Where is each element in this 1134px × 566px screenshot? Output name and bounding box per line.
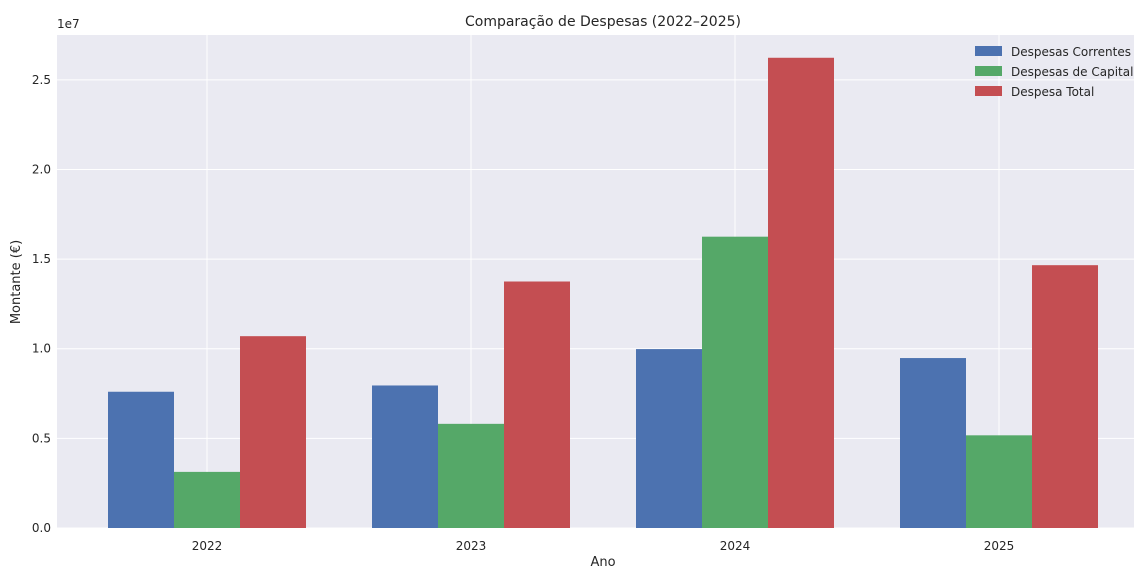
y-tick-label: 1.5 [32,252,51,266]
legend-swatch [975,46,1002,56]
y-tick-label: 0.0 [32,521,51,535]
y-tick-label: 1.0 [32,342,51,356]
chart-title: Comparação de Despesas (2022–2025) [465,14,741,30]
x-tick-label: 2024 [720,539,751,553]
y-tick-labels: 0.0 0.5 1.0 1.5 2.0 2.5 [32,73,51,535]
x-tick-label: 2025 [984,539,1015,553]
bar-despesas-de-capital-2024 [702,236,768,528]
bar-despesas-correntes-2023 [372,385,438,528]
x-tick-label: 2022 [192,539,223,553]
bar-despesas-de-capital-2025 [966,435,1032,528]
bar-despesas-correntes-2024 [636,349,702,528]
legend-label: Despesas de Capital [1011,65,1133,79]
legend-label: Despesa Total [1011,85,1094,99]
y-tick-label: 0.5 [32,431,51,445]
y-tick-label: 2.5 [32,73,51,87]
bar-despesa-total-2022 [240,336,306,528]
bar-despesa-total-2025 [1032,265,1098,528]
y-tick-label: 2.0 [32,162,51,176]
x-axis-label: Ano [590,555,615,566]
x-tick-label: 2023 [456,539,487,553]
legend-swatch [975,86,1002,96]
bar-despesas-de-capital-2023 [438,423,504,528]
x-tick-labels: 2022 2023 2024 2025 [192,539,1015,553]
legend: Despesas Correntes Despesas de Capital Des… [975,45,1133,99]
y-offset-label: 1e7 [57,17,80,31]
bar-despesa-total-2024 [768,57,834,528]
bar-despesas-de-capital-2022 [174,471,240,528]
legend-label: Despesas Correntes [1011,45,1131,59]
legend-swatch [975,66,1002,76]
bars [108,57,1098,528]
bar-despesas-correntes-2022 [108,391,174,528]
bar-despesas-correntes-2025 [900,358,966,528]
bar-despesa-total-2023 [504,281,570,528]
y-axis-label: Montante (€) [9,240,24,324]
